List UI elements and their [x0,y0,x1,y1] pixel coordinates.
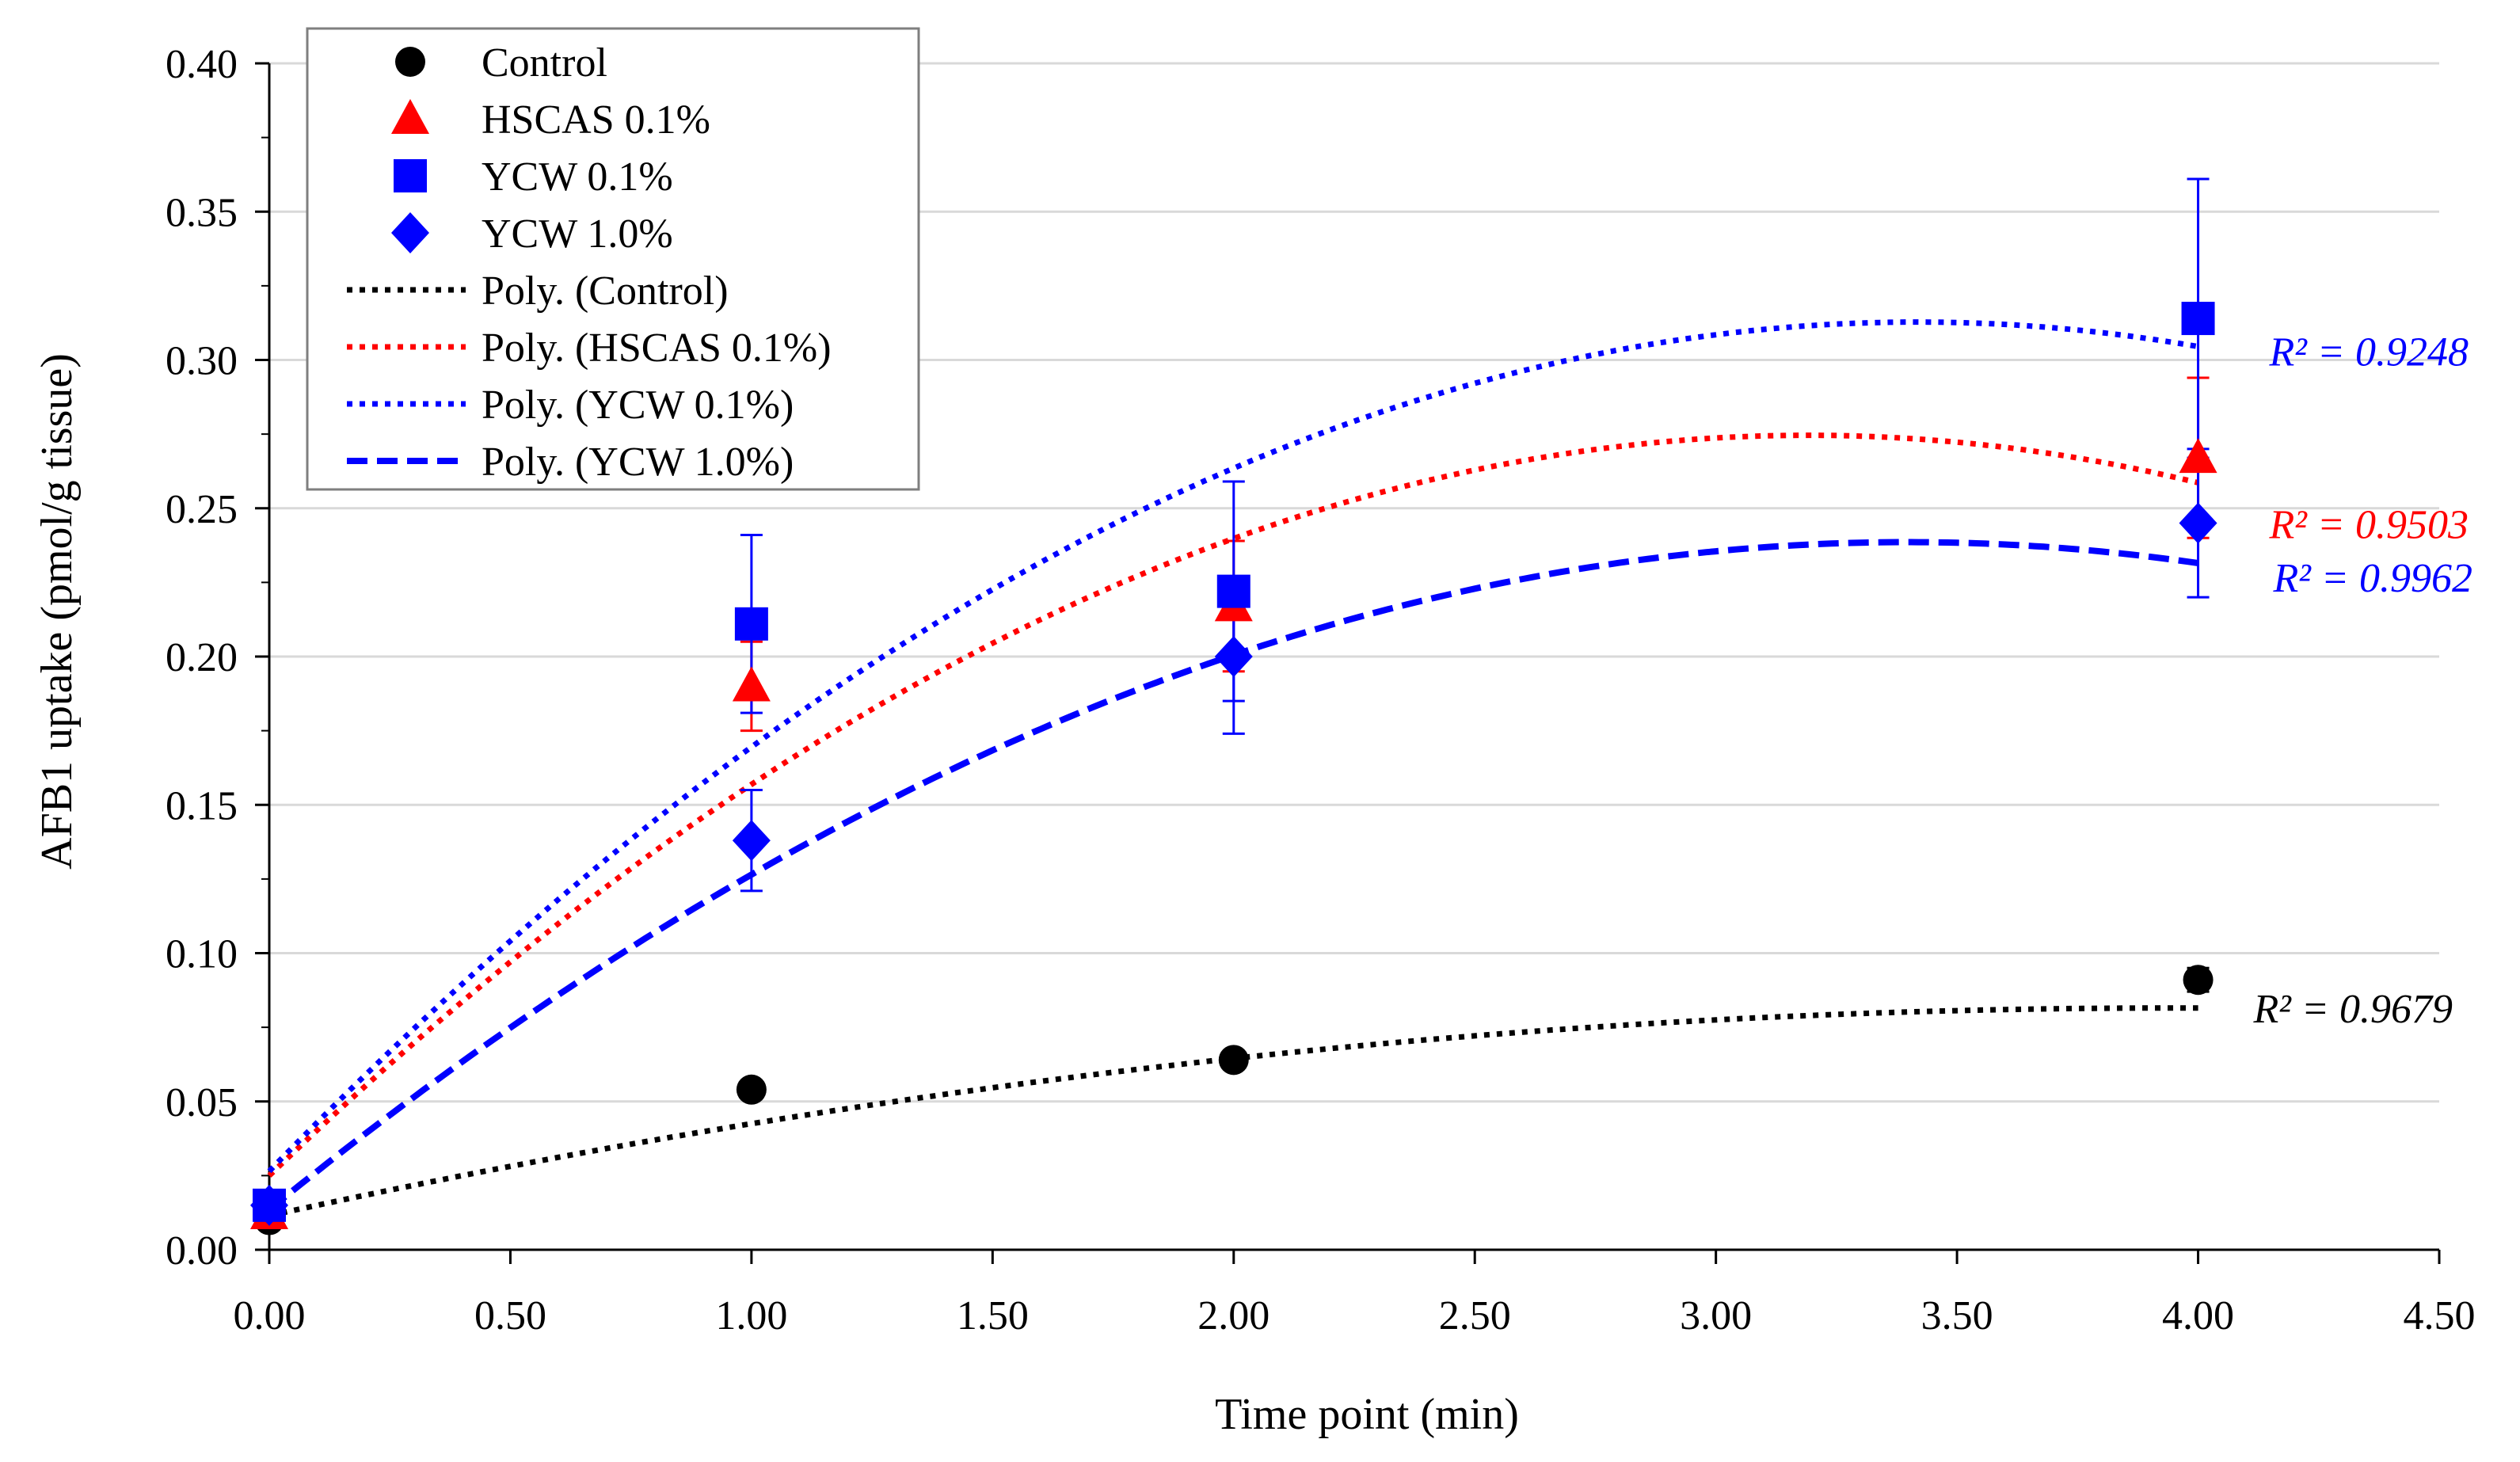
x-tick-label: 0.00 [234,1293,306,1338]
legend-square-symbol [394,159,427,192]
axes: 0.00 0.05 0.10 0.15 0.20 0.25 0.30 0.35 0.40 0.00… [166,42,2476,1338]
circle-data-point [1218,1045,1249,1076]
y-tick-label: 0.25 [166,487,238,532]
r-squared-label: R² = 0.9679 [2253,987,2453,1032]
square-data-point [1216,574,1250,608]
x-tick-label: 0.50 [474,1293,546,1338]
legend: Control HSCAS 0.1% YCW 0.1% YCW 1.0% Poly. (… [306,27,920,491]
triangle-data-point [2179,438,2217,474]
x-tick-label: 2.50 [1439,1293,1511,1338]
x-axis-title: Time point (min) [1215,1390,1519,1439]
y-axis-title: AFB1 uptake (pmol/g tissue) [32,353,82,870]
r-squared-label: R² = 0.9962 [2273,556,2472,601]
legend-label: Control [482,40,607,86]
square-data-point [2181,302,2215,336]
y-tick-label: 0.40 [166,42,238,87]
triangle-data-point [732,666,771,702]
x-tick-label: 3.00 [1680,1293,1752,1338]
x-tick-label: 2.00 [1197,1293,1270,1338]
y-tick-label: 0.05 [166,1080,238,1125]
legend-label: Poly. (HSCAS 0.1%) [482,326,832,371]
legend-label: Poly. (YCW 1.0%) [482,440,794,485]
data-markers [250,302,2217,1235]
y-tick-label: 0.00 [166,1228,238,1274]
x-tick-label: 4.50 [2404,1293,2476,1338]
y-tick-label: 0.15 [166,783,238,828]
diamond-data-point [250,1184,288,1226]
legend-diamond-symbol [391,212,429,253]
y-tick-label: 0.30 [166,339,238,384]
circle-data-point [736,1074,767,1105]
y-tick-label: 0.20 [166,635,238,680]
diamond-data-point [732,820,771,862]
diamond-data-point [2179,502,2217,544]
r-squared-label: R² = 0.9248 [2269,330,2469,375]
x-tick-label: 1.50 [957,1293,1029,1338]
r-squared-labels: R² = 0.9679 R² = 0.9503 R² = 0.9248 R² = 0.… [2253,330,2472,1032]
legend-label: YCW 1.0% [482,211,673,257]
legend-triangle-symbol [391,99,429,134]
r-squared-label: R² = 0.9503 [2269,503,2469,548]
legend-circle-symbol [395,47,425,77]
legend-label: HSCAS 0.1% [482,97,710,143]
y-tick-label: 0.35 [166,190,238,235]
x-tick-label: 3.50 [1921,1293,1993,1338]
legend-label: YCW 0.1% [482,154,673,200]
x-tick-label: 4.00 [2162,1293,2234,1338]
legend-label: Poly. (Control) [482,268,729,314]
legend-label: Poly. (YCW 0.1%) [482,383,794,428]
trendline [267,319,2199,1174]
diamond-data-point [1214,636,1253,677]
y-tick-label: 0.10 [166,932,238,977]
x-tick-label: 1.00 [715,1293,787,1338]
square-data-point [734,607,768,641]
circle-data-point [2183,965,2214,996]
